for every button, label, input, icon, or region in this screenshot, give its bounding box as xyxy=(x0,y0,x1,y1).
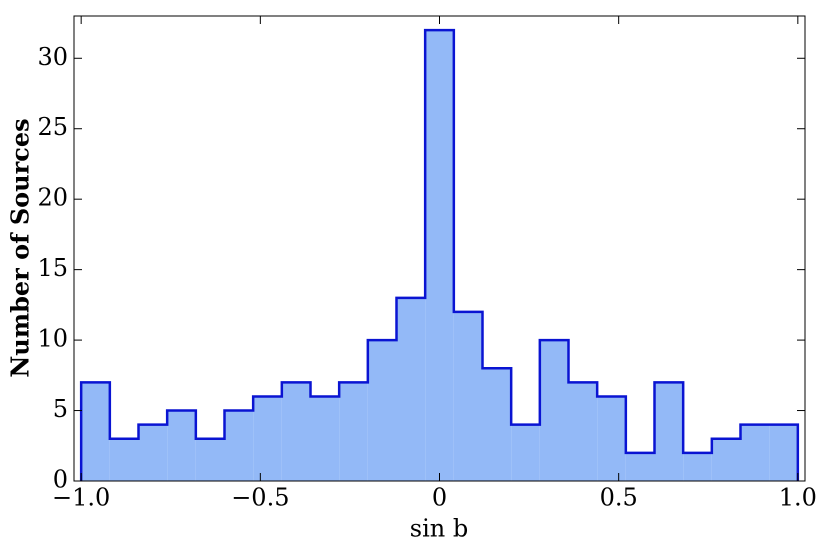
x-tick-label: 0.5 xyxy=(600,484,638,512)
bar xyxy=(81,382,110,481)
y-tick-label: 10 xyxy=(37,325,68,353)
bar xyxy=(769,424,798,481)
bar xyxy=(253,396,282,481)
bar xyxy=(597,396,626,481)
bar xyxy=(339,382,368,481)
y-tick-label: 5 xyxy=(53,395,68,423)
bar xyxy=(167,410,196,481)
x-axis-label: sin b xyxy=(410,515,468,543)
bar xyxy=(482,368,512,481)
x-tick-label: 1.0 xyxy=(779,484,817,512)
bar xyxy=(138,424,168,481)
bar xyxy=(511,424,540,481)
bar xyxy=(740,424,770,481)
bar xyxy=(453,311,483,481)
bar xyxy=(109,438,139,481)
y-axis-label: Number of Sources xyxy=(6,118,35,377)
x-tick-label: −1.0 xyxy=(52,484,110,512)
bar xyxy=(281,382,311,481)
bar xyxy=(568,382,598,481)
bar xyxy=(625,452,655,481)
bar xyxy=(195,438,225,481)
bar xyxy=(711,438,741,481)
x-tick-label: 0 xyxy=(432,484,447,512)
bar xyxy=(396,297,426,481)
bar xyxy=(683,452,712,481)
bar xyxy=(539,340,569,481)
bar xyxy=(425,30,454,481)
y-tick-label: 20 xyxy=(37,184,68,212)
bar xyxy=(310,396,340,481)
y-tick-label: 15 xyxy=(37,254,68,282)
bar xyxy=(224,410,254,481)
x-tick-label: −0.5 xyxy=(231,484,289,512)
bar xyxy=(654,382,684,481)
y-tick-label: 30 xyxy=(37,43,68,71)
y-tick-label: 25 xyxy=(37,113,68,141)
bar xyxy=(367,340,397,481)
y-tick-label: 0 xyxy=(53,466,68,494)
histogram-outline xyxy=(79,28,800,481)
